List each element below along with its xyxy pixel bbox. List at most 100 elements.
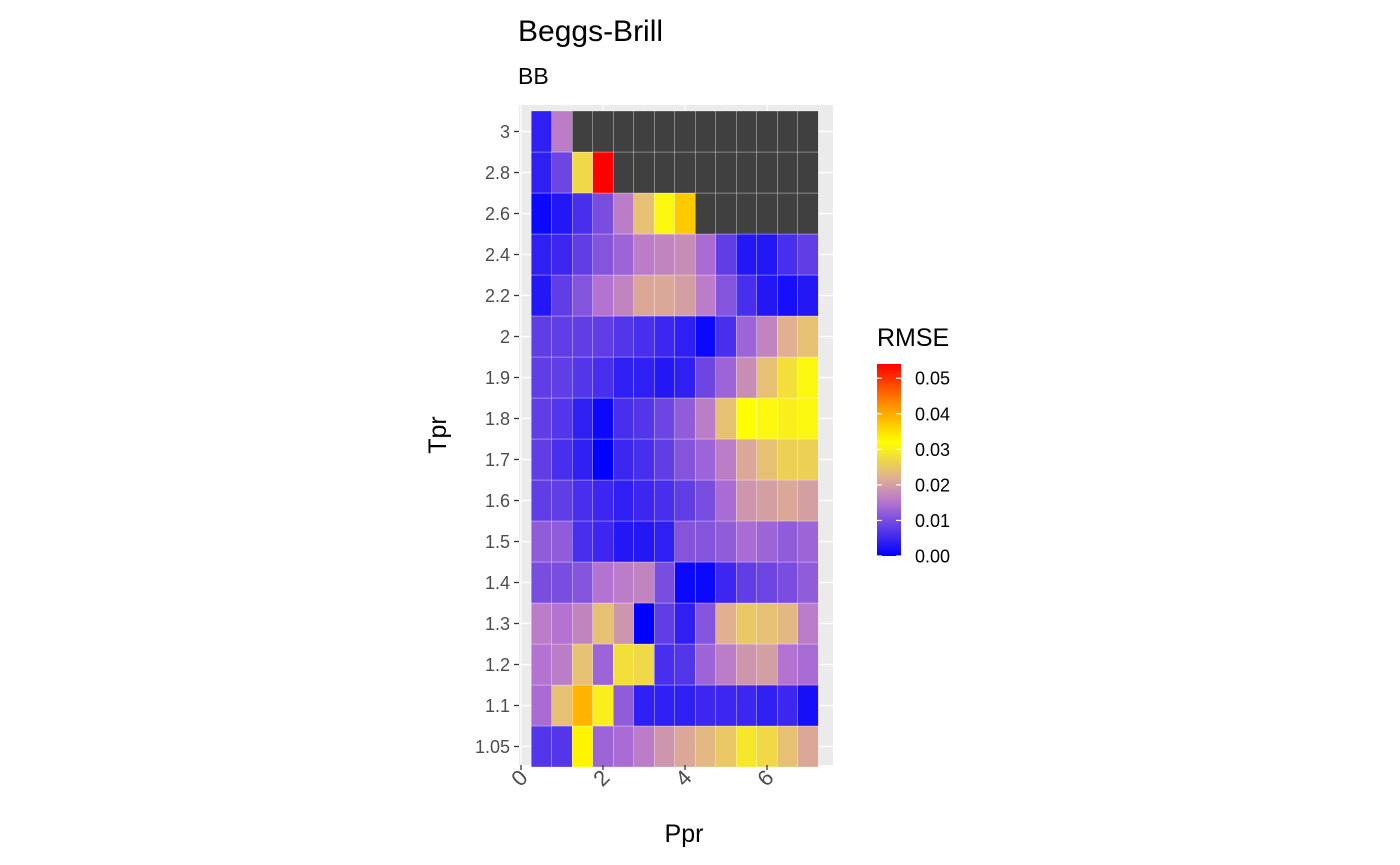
heatmap-cell [756,479,778,522]
heatmap-cell-na [777,110,798,153]
heatmap-cell [613,725,634,768]
heatmap-cell [551,520,573,563]
heatmap-cell-na [654,110,675,153]
heatmap-cell-na [797,110,819,153]
heatmap-cell [695,479,716,522]
heatmap-cell [695,561,716,604]
heatmap-cell [674,643,696,686]
heatmap-cell [531,520,552,563]
heatmap-cell [633,520,655,563]
heatmap-cell [756,397,778,440]
chart-title: Beggs-Brill [518,15,663,48]
heatmap-cell [633,274,655,317]
heatmap-cell [674,192,696,235]
y-tick-label: 1.6 [485,491,510,511]
heatmap-cell [797,274,819,317]
heatmap-cell [613,479,634,522]
heatmap-cell [695,725,716,768]
heatmap-cell [572,684,593,727]
heatmap-cell [736,643,757,686]
heatmap-cell [572,520,593,563]
y-tick-label: 2.8 [485,163,510,183]
heatmap-cell [715,315,737,358]
y-tick-label: 1.2 [485,655,510,675]
heatmap-cell-na [777,192,798,235]
heatmap-cell [715,397,737,440]
heatmap-cell [695,274,716,317]
heatmap-cell [715,274,737,317]
heatmap-cell [613,397,634,440]
heatmap-cell [715,356,737,399]
x-tick-label: 4 [670,765,696,791]
heatmap-cell [654,643,675,686]
heatmap-cell [654,315,675,358]
heatmap-cell [613,192,634,235]
heatmap-cell [551,151,573,194]
heatmap-cell [592,479,614,522]
heatmap-cell-na [674,110,696,153]
y-tick-label: 2.2 [485,286,510,306]
heatmap-cell [756,356,778,399]
legend-tick-label: 0.01 [915,511,950,531]
legend-ticks: 0.00 0.01 0.02 0.03 0.04 0.05 [877,369,950,567]
heatmap-cell [777,479,798,522]
x-tick-label: 0 [506,765,532,791]
heatmap-cell [654,725,675,768]
y-tick-label: 1.9 [485,368,510,388]
heatmap-cell [674,233,696,276]
heatmap-cell [592,233,614,276]
y-tick-label: 1.4 [485,573,510,593]
heatmap-cell-na [654,151,675,194]
y-tick-label: 1.1 [485,696,510,716]
heatmap-cell [674,725,696,768]
heatmap-cell [551,397,573,440]
heatmap-cell [674,438,696,481]
heatmap-cell [736,684,757,727]
heatmap-cell-na [715,110,737,153]
heatmap-cell [736,438,757,481]
heatmap-cell [654,233,675,276]
heatmap-cell [531,356,552,399]
heatmap-cell [551,356,573,399]
heatmap-cell [592,520,614,563]
heatmap-cell-na [797,151,819,194]
heatmap-cell [715,643,737,686]
heatmap-cell-na [613,151,634,194]
heatmap-cell [551,479,573,522]
heatmap-cell-na [715,192,737,235]
heatmap-cell [592,438,614,481]
heatmap-cell [572,438,593,481]
y-tick-label: 3 [500,122,510,142]
heatmap-cell [736,315,757,358]
heatmap-cell [797,397,819,440]
heatmap-cell [613,643,634,686]
heatmap-cell [572,151,593,194]
heatmap-cell [531,151,552,194]
heatmap-cell [777,274,798,317]
x-tick-label: 2 [588,765,614,791]
heatmap-cell [797,479,819,522]
heatmap-cell [695,315,716,358]
heatmap-cell [592,643,614,686]
heatmap-cell [654,602,675,645]
heatmap-cell [592,151,614,194]
heatmap-cell [756,643,778,686]
heatmap-cell-na [674,151,696,194]
heatmap-cell [654,397,675,440]
heatmap-cell-na [756,151,778,194]
heatmap-cell [695,520,716,563]
heatmap-cell [572,356,593,399]
heatmap-cell [572,479,593,522]
heatmap-cell [531,233,552,276]
y-tick-label: 2.6 [485,204,510,224]
legend-colorbar [877,364,901,556]
heatmap-cell [633,233,655,276]
heatmap-cell [592,192,614,235]
heatmap-cell [592,397,614,440]
legend-tick-label: 0.03 [915,440,950,460]
heatmap-cell [777,233,798,276]
heatmap-cell [777,602,798,645]
heatmap-cell [797,643,819,686]
heatmap-cell-na [736,192,757,235]
heatmap-cell [592,315,614,358]
